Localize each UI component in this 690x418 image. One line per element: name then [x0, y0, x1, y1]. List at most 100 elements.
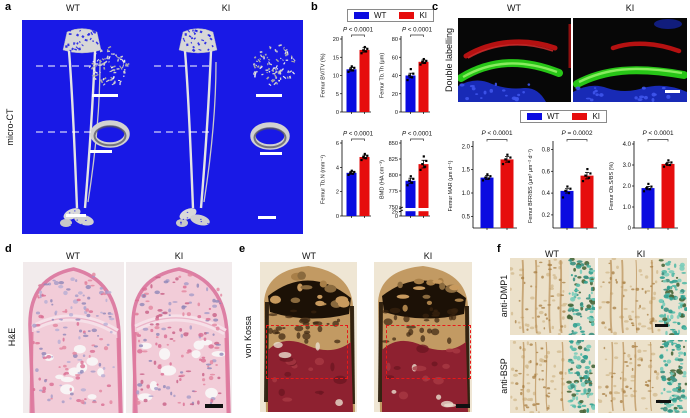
stained-trabecular-band: [578, 291, 582, 294]
stained-trabecular-band: [683, 351, 687, 356]
significance-bracket: [486, 139, 508, 142]
stained-trabecular-band: [575, 283, 581, 288]
stained-trabecular-band: [662, 302, 666, 307]
stained-trabecular-band: [661, 272, 665, 276]
stained-trabecular-band: [672, 397, 677, 402]
stained-trabecular-band: [678, 351, 684, 355]
data-point: [564, 189, 567, 193]
stained-trabecular-band: [576, 343, 580, 346]
stained-trabecular-band: [676, 396, 682, 400]
significance-bracket: [410, 34, 424, 37]
stained-trabecular-band: [588, 372, 593, 375]
axis-tick-label: 800: [389, 173, 398, 179]
stained-trabecular-band: [586, 307, 593, 311]
bar-ki: [661, 163, 675, 228]
stained-trabecular-band: [583, 280, 588, 284]
stained-trabecular-band: [581, 340, 585, 342]
stained-trabecular-band: [580, 306, 584, 311]
stained-trabecular-band: [582, 355, 589, 360]
microct-row-label: micro-CT: [5, 108, 15, 146]
anti-dmp1-wt-image: [510, 258, 595, 335]
stained-trabecular-band: [680, 295, 684, 300]
axis-tick-label: 1.5: [462, 168, 471, 174]
stained-trabecular-band: [682, 375, 687, 378]
p-value-label: P < 0.0001: [343, 27, 374, 34]
data-point: [668, 163, 672, 167]
stained-trabecular-band: [572, 322, 578, 328]
panel-a-wt-title: WT: [66, 3, 80, 13]
stained-trabecular-band: [591, 405, 595, 410]
stained-trabecular-band: [567, 303, 574, 307]
data-point: [352, 172, 355, 175]
stained-trabecular-band: [579, 399, 584, 404]
bone-scan: [36, 28, 130, 227]
data-point: [363, 45, 366, 49]
chart-femur-bfr-bs: 0.8 0.6 0.4 0.2 Femur BFR/BS (μm³ μm⁻² d⁻¹) P…: [528, 130, 597, 230]
stained-trabecular-band: [579, 269, 583, 275]
stained-trabecular-band: [570, 261, 576, 266]
stained-trabecular-band: [577, 276, 582, 279]
double-labelling-image: [458, 18, 687, 102]
stained-trabecular-band: [579, 315, 583, 318]
stained-trabecular-band: [571, 297, 574, 300]
stained-trabecular-band: [670, 369, 676, 372]
stained-trabecular-band: [573, 352, 578, 355]
stained-trabecular-band: [588, 369, 592, 373]
panel-c-wt-title: WT: [507, 3, 521, 13]
y-axis-label: Femur Tb.Th (μm): [380, 53, 386, 99]
stained-trabecular-band: [663, 387, 666, 391]
stained-trabecular-band: [673, 263, 677, 268]
stained-trabecular-band: [679, 266, 685, 271]
stained-trabecular-band: [658, 298, 664, 304]
y-axis-label: Femur BV/TV (%): [321, 53, 327, 97]
von-kossa-wt-image: [260, 262, 357, 412]
stained-trabecular-band: [575, 392, 579, 395]
stained-trabecular-band: [581, 404, 587, 408]
stained-trabecular-band: [580, 359, 586, 364]
stained-trabecular-band: [662, 317, 668, 322]
axis-tick-label: 4: [336, 165, 339, 171]
data-point: [408, 74, 411, 77]
stained-trabecular-band: [589, 299, 593, 303]
stained-trabecular-band: [663, 294, 670, 299]
scale-bar: [456, 404, 470, 408]
stained-trabecular-band: [673, 330, 678, 335]
alizarin-label-band: [463, 39, 558, 59]
panel-a-ki-title: KI: [221, 3, 231, 13]
stained-trabecular-band: [663, 288, 670, 291]
stained-trabecular-band: [575, 312, 582, 316]
axis-tick-label: 0.8: [542, 147, 551, 153]
stained-trabecular-band: [571, 393, 577, 397]
stained-trabecular-band: [668, 270, 675, 274]
chart-femur-mar: 2.0 1.5 1.0 0.5 Femur MAR (μm d⁻¹) P < 0.0001: [448, 130, 517, 230]
data-point: [353, 170, 356, 174]
axis-tick-label: 0.2: [542, 213, 551, 219]
stained-trabecular-band: [575, 389, 581, 392]
y-axis-label: Femur MAR (μm d⁻¹): [448, 160, 454, 211]
stained-trabecular-band: [668, 409, 672, 412]
he-stain-ki-image: [126, 262, 232, 413]
significance-bracket: [351, 34, 365, 37]
data-point: [411, 181, 414, 184]
stained-trabecular-band: [587, 372, 590, 377]
stained-trabecular-band: [678, 365, 681, 368]
significance-bracket: [410, 138, 424, 141]
y-axis-label: Femur Ob.S/BS (%): [609, 162, 615, 210]
stained-trabecular-band: [583, 389, 587, 395]
legend-wt-swatch: [354, 12, 369, 19]
stained-trabecular-band: [666, 286, 671, 289]
panel-e-letter: e: [239, 243, 246, 255]
stained-trabecular-band: [568, 333, 572, 335]
anti-bsp-wt-image: [510, 340, 595, 413]
stained-trabecular-band: [668, 289, 673, 293]
axis-tick-label: 0: [395, 214, 398, 220]
p-value-label: P < 0.0001: [642, 130, 674, 137]
dapi-region: [573, 85, 687, 102]
panel-e-wt-title: WT: [302, 251, 316, 261]
stained-trabecular-band: [570, 384, 575, 389]
axis-tick-label: 825: [389, 157, 398, 163]
data-point: [360, 52, 363, 55]
stained-trabecular-band: [675, 343, 681, 349]
data-point: [409, 68, 412, 71]
axis-tick-label: 2: [336, 190, 339, 196]
